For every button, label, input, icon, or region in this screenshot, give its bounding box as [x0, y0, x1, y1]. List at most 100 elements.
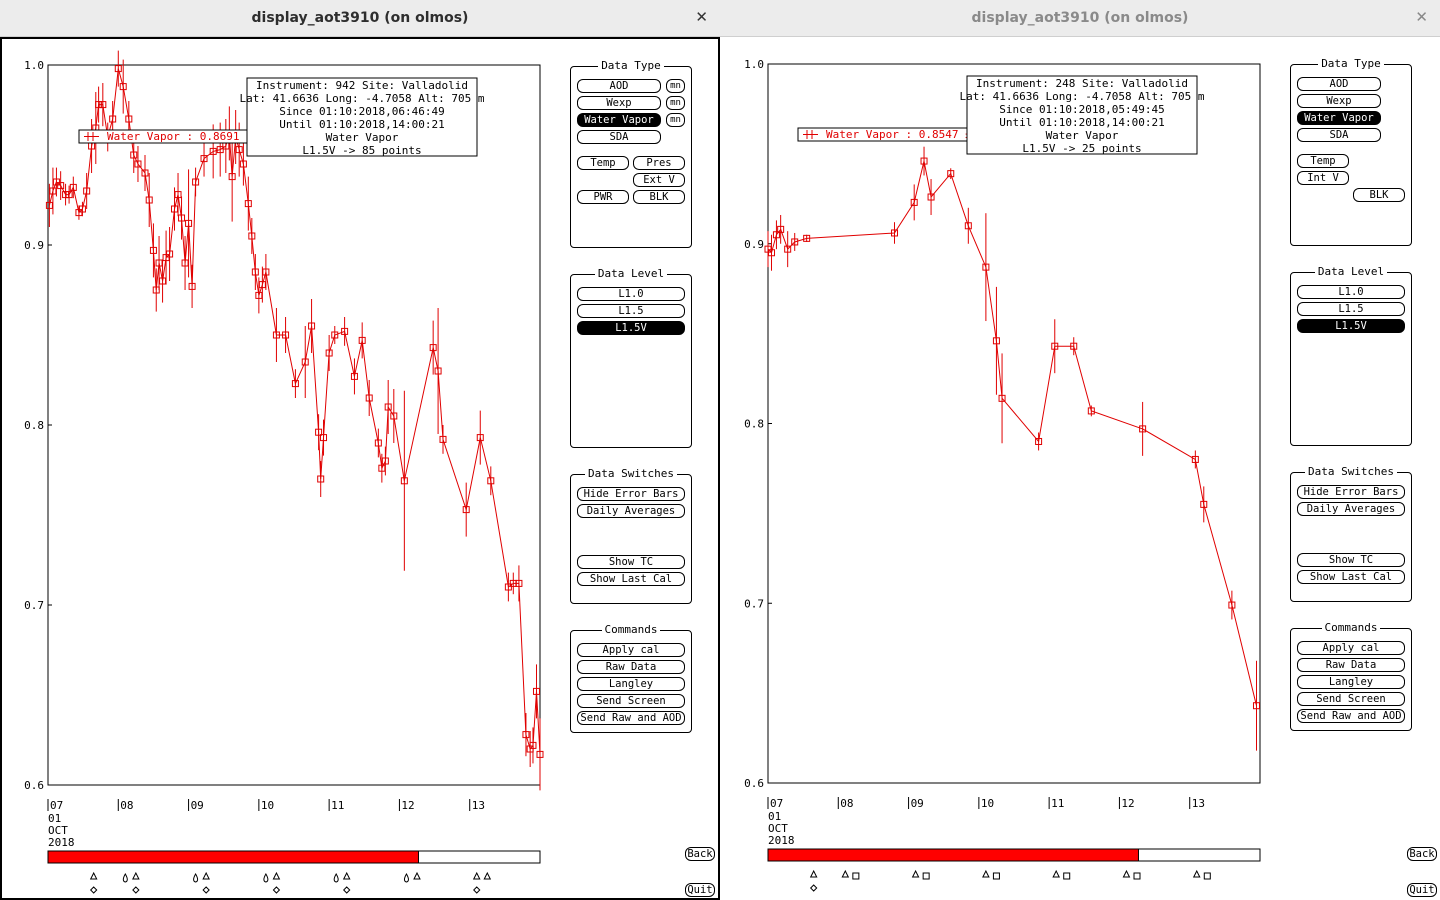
pres-button[interactable]: Pres: [633, 156, 685, 170]
data-point: [171, 205, 179, 213]
data-point: [125, 115, 133, 123]
blk-button[interactable]: BLK: [1353, 188, 1405, 202]
close-icon[interactable]: ✕: [1415, 8, 1428, 26]
plot-frame: [47, 64, 541, 786]
quit-button[interactable]: Quit: [1407, 883, 1437, 897]
triangle-mark: [911, 869, 920, 878]
wexp-button[interactable]: Wexp: [577, 96, 661, 110]
level-l10-button[interactable]: L1.0: [577, 287, 685, 301]
data-switches-panel: Data Switches Hide Error Bars Daily Aver…: [1290, 465, 1412, 602]
data-point: [216, 146, 224, 154]
aod-button[interactable]: AOD: [577, 79, 661, 93]
commands-panel: Commands Apply cal Raw Data Langley Send…: [570, 623, 692, 733]
show-tc-button[interactable]: Show TC: [577, 555, 685, 569]
data-point: [772, 231, 780, 239]
show-last-cal-button[interactable]: Show Last Cal: [577, 572, 685, 586]
daily-averages-button[interactable]: Daily Averages: [1297, 502, 1405, 516]
level-l15v-button[interactable]: L1.5V: [1297, 319, 1405, 333]
close-icon[interactable]: ✕: [695, 8, 708, 26]
aod-button[interactable]: AOD: [1297, 77, 1381, 91]
water-vapor-button[interactable]: Water Vapor: [1297, 111, 1381, 125]
apply-cal-button[interactable]: Apply cal: [577, 643, 685, 657]
square-mark: [992, 872, 1000, 880]
x-tick-label: 10: [981, 797, 994, 810]
quit-button[interactable]: Quit: [685, 883, 715, 897]
data-point: [159, 277, 167, 285]
data-point: [181, 259, 189, 267]
window-right: display_aot3910 (on olmos) ✕ 1.0 0.9 0.8 0.…: [720, 0, 1440, 900]
aod-mn-button[interactable]: mn: [666, 79, 685, 93]
sda-button[interactable]: SDA: [1297, 128, 1381, 142]
wexp-mn-button[interactable]: mn: [666, 96, 685, 110]
data-point: [291, 380, 299, 388]
hide-error-bars-button[interactable]: Hide Error Bars: [1297, 485, 1405, 499]
data-point: [308, 322, 316, 330]
square-mark: [1133, 872, 1141, 880]
diamond-mark: [809, 884, 818, 892]
x-tick-label: 13: [1192, 797, 1205, 810]
triangle-mark: [809, 869, 818, 878]
info-line4: Until 01:10:2018,14:00:21: [279, 118, 445, 131]
ext-v-button[interactable]: Ext V: [633, 173, 685, 187]
data-point: [487, 477, 495, 485]
titlebar[interactable]: display_aot3910 (on olmos) ✕: [0, 0, 720, 37]
show-tc-button[interactable]: Show TC: [1297, 553, 1405, 567]
x-tick-label: 11: [331, 799, 344, 812]
data-level-panel: Data Level L1.0 L1.5 L1.5V: [1290, 265, 1412, 446]
data-type-panel: Data Type AOD mn Wexp mn Water Vapor mn …: [570, 59, 692, 248]
back-button[interactable]: Back: [685, 847, 715, 861]
blk-button[interactable]: BLK: [633, 190, 685, 204]
langley-button[interactable]: Langley: [577, 677, 685, 691]
data-point: [515, 579, 523, 587]
y-tick-label: 0.6: [24, 779, 44, 792]
level-l15v-button[interactable]: L1.5V: [577, 321, 685, 335]
temp-button[interactable]: Temp: [577, 156, 629, 170]
data-point: [1191, 455, 1199, 463]
triangle-mark: [1052, 869, 1060, 878]
level-l10-button[interactable]: L1.0: [1297, 285, 1405, 299]
data-point: [381, 457, 389, 465]
raw-data-button[interactable]: Raw Data: [577, 660, 685, 674]
sda-button[interactable]: SDA: [577, 130, 661, 144]
data-point: [57, 182, 65, 190]
data-level-panel: Data Level L1.0 L1.5 L1.5V: [570, 267, 692, 448]
data-point: [325, 349, 333, 357]
triangle-mark: [982, 869, 990, 878]
wexp-button[interactable]: Wexp: [1297, 94, 1381, 108]
data-point: [1139, 425, 1147, 433]
triangle-mark: [1122, 869, 1131, 878]
x-tick-label: 11: [1051, 797, 1064, 810]
back-button[interactable]: Back: [1407, 847, 1437, 861]
int-v-button[interactable]: Int V: [1297, 171, 1349, 185]
data-point: [185, 219, 193, 227]
water-vapor-mn-button[interactable]: mn: [666, 113, 685, 127]
show-last-cal-button[interactable]: Show Last Cal: [1297, 570, 1405, 584]
x-tick-label: 13: [472, 799, 485, 812]
send-raw-and-aod-button[interactable]: Send Raw and AOD: [1297, 709, 1405, 723]
data-point: [439, 435, 447, 443]
send-raw-and-aod-button[interactable]: Send Raw and AOD: [577, 711, 685, 725]
pwr-button[interactable]: PWR: [577, 190, 629, 204]
titlebar[interactable]: display_aot3910 (on olmos) ✕: [720, 0, 1440, 37]
langley-button[interactable]: Langley: [1297, 675, 1405, 689]
daily-averages-button[interactable]: Daily Averages: [577, 504, 685, 518]
diamond-mark: [343, 886, 351, 894]
data-point: [982, 263, 990, 271]
drop-mark: [333, 872, 339, 883]
data-point: [350, 372, 358, 380]
info-line3: Since 01:10:2018,05:49:45: [999, 103, 1165, 116]
raw-data-button[interactable]: Raw Data: [1297, 658, 1405, 672]
data-point: [258, 281, 266, 289]
temp-button[interactable]: Temp: [1297, 154, 1349, 168]
level-l15-button[interactable]: L1.5: [577, 304, 685, 318]
y-tick-label: 0.7: [744, 597, 764, 610]
level-l15-button[interactable]: L1.5: [1297, 302, 1405, 316]
send-screen-button[interactable]: Send Screen: [577, 694, 685, 708]
info-line5: Water Vapor: [1046, 129, 1119, 142]
apply-cal-button[interactable]: Apply cal: [1297, 641, 1405, 655]
send-screen-button[interactable]: Send Screen: [1297, 692, 1405, 706]
data-point: [1087, 407, 1095, 415]
water-vapor-button[interactable]: Water Vapor: [577, 113, 661, 127]
hide-error-bars-button[interactable]: Hide Error Bars: [577, 487, 685, 501]
